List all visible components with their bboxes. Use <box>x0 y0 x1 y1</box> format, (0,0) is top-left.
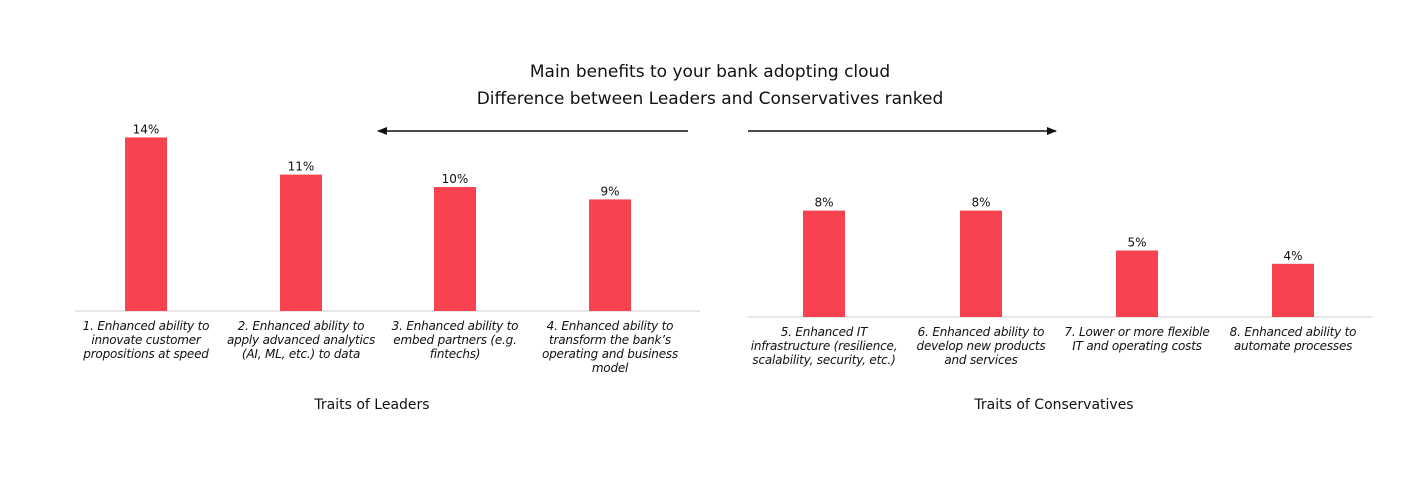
bar <box>125 137 167 311</box>
bar <box>434 187 476 311</box>
category-label: 8. Enhanced ability to automate processe… <box>1229 325 1357 353</box>
data-label: 14% <box>133 122 160 136</box>
data-label: 5% <box>1127 236 1146 250</box>
category-label: 5. Enhanced IT infrastructure (resilienc… <box>750 325 898 367</box>
bar <box>589 199 631 311</box>
category-label: 7. Lower or more flexible IT and operati… <box>1064 325 1210 353</box>
data-label: 8% <box>971 196 990 210</box>
data-label: 10% <box>442 172 469 186</box>
category-label: 4. Enhanced ability to transform the ban… <box>542 319 678 375</box>
group-label: Traits of Conservatives <box>974 397 1134 413</box>
category-label: 3. Enhanced ability to embed partners (e… <box>391 319 519 361</box>
bar <box>803 210 845 317</box>
bar <box>960 210 1002 317</box>
chart-subtitle: Difference between Leaders and Conservat… <box>476 89 944 109</box>
chart-title: Main benefits to your bank adopting clou… <box>529 62 891 82</box>
data-label: 8% <box>814 196 833 210</box>
data-label: 9% <box>600 184 619 198</box>
data-label: 4% <box>1283 249 1302 263</box>
category-label: 2. Enhanced ability to apply advanced an… <box>226 319 376 361</box>
category-label: 6. Enhanced ability to develop new produ… <box>916 325 1046 367</box>
bar <box>280 174 322 311</box>
bar <box>1272 263 1314 317</box>
category-label: 1. Enhanced ability to innovate customer… <box>82 319 210 361</box>
data-label: 11% <box>288 160 315 174</box>
group-label: Traits of Leaders <box>314 397 430 413</box>
bar <box>1116 250 1158 317</box>
